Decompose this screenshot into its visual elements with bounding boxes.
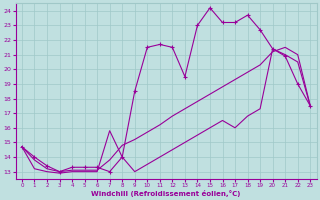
X-axis label: Windchill (Refroidissement éolien,°C): Windchill (Refroidissement éolien,°C): [92, 190, 241, 197]
